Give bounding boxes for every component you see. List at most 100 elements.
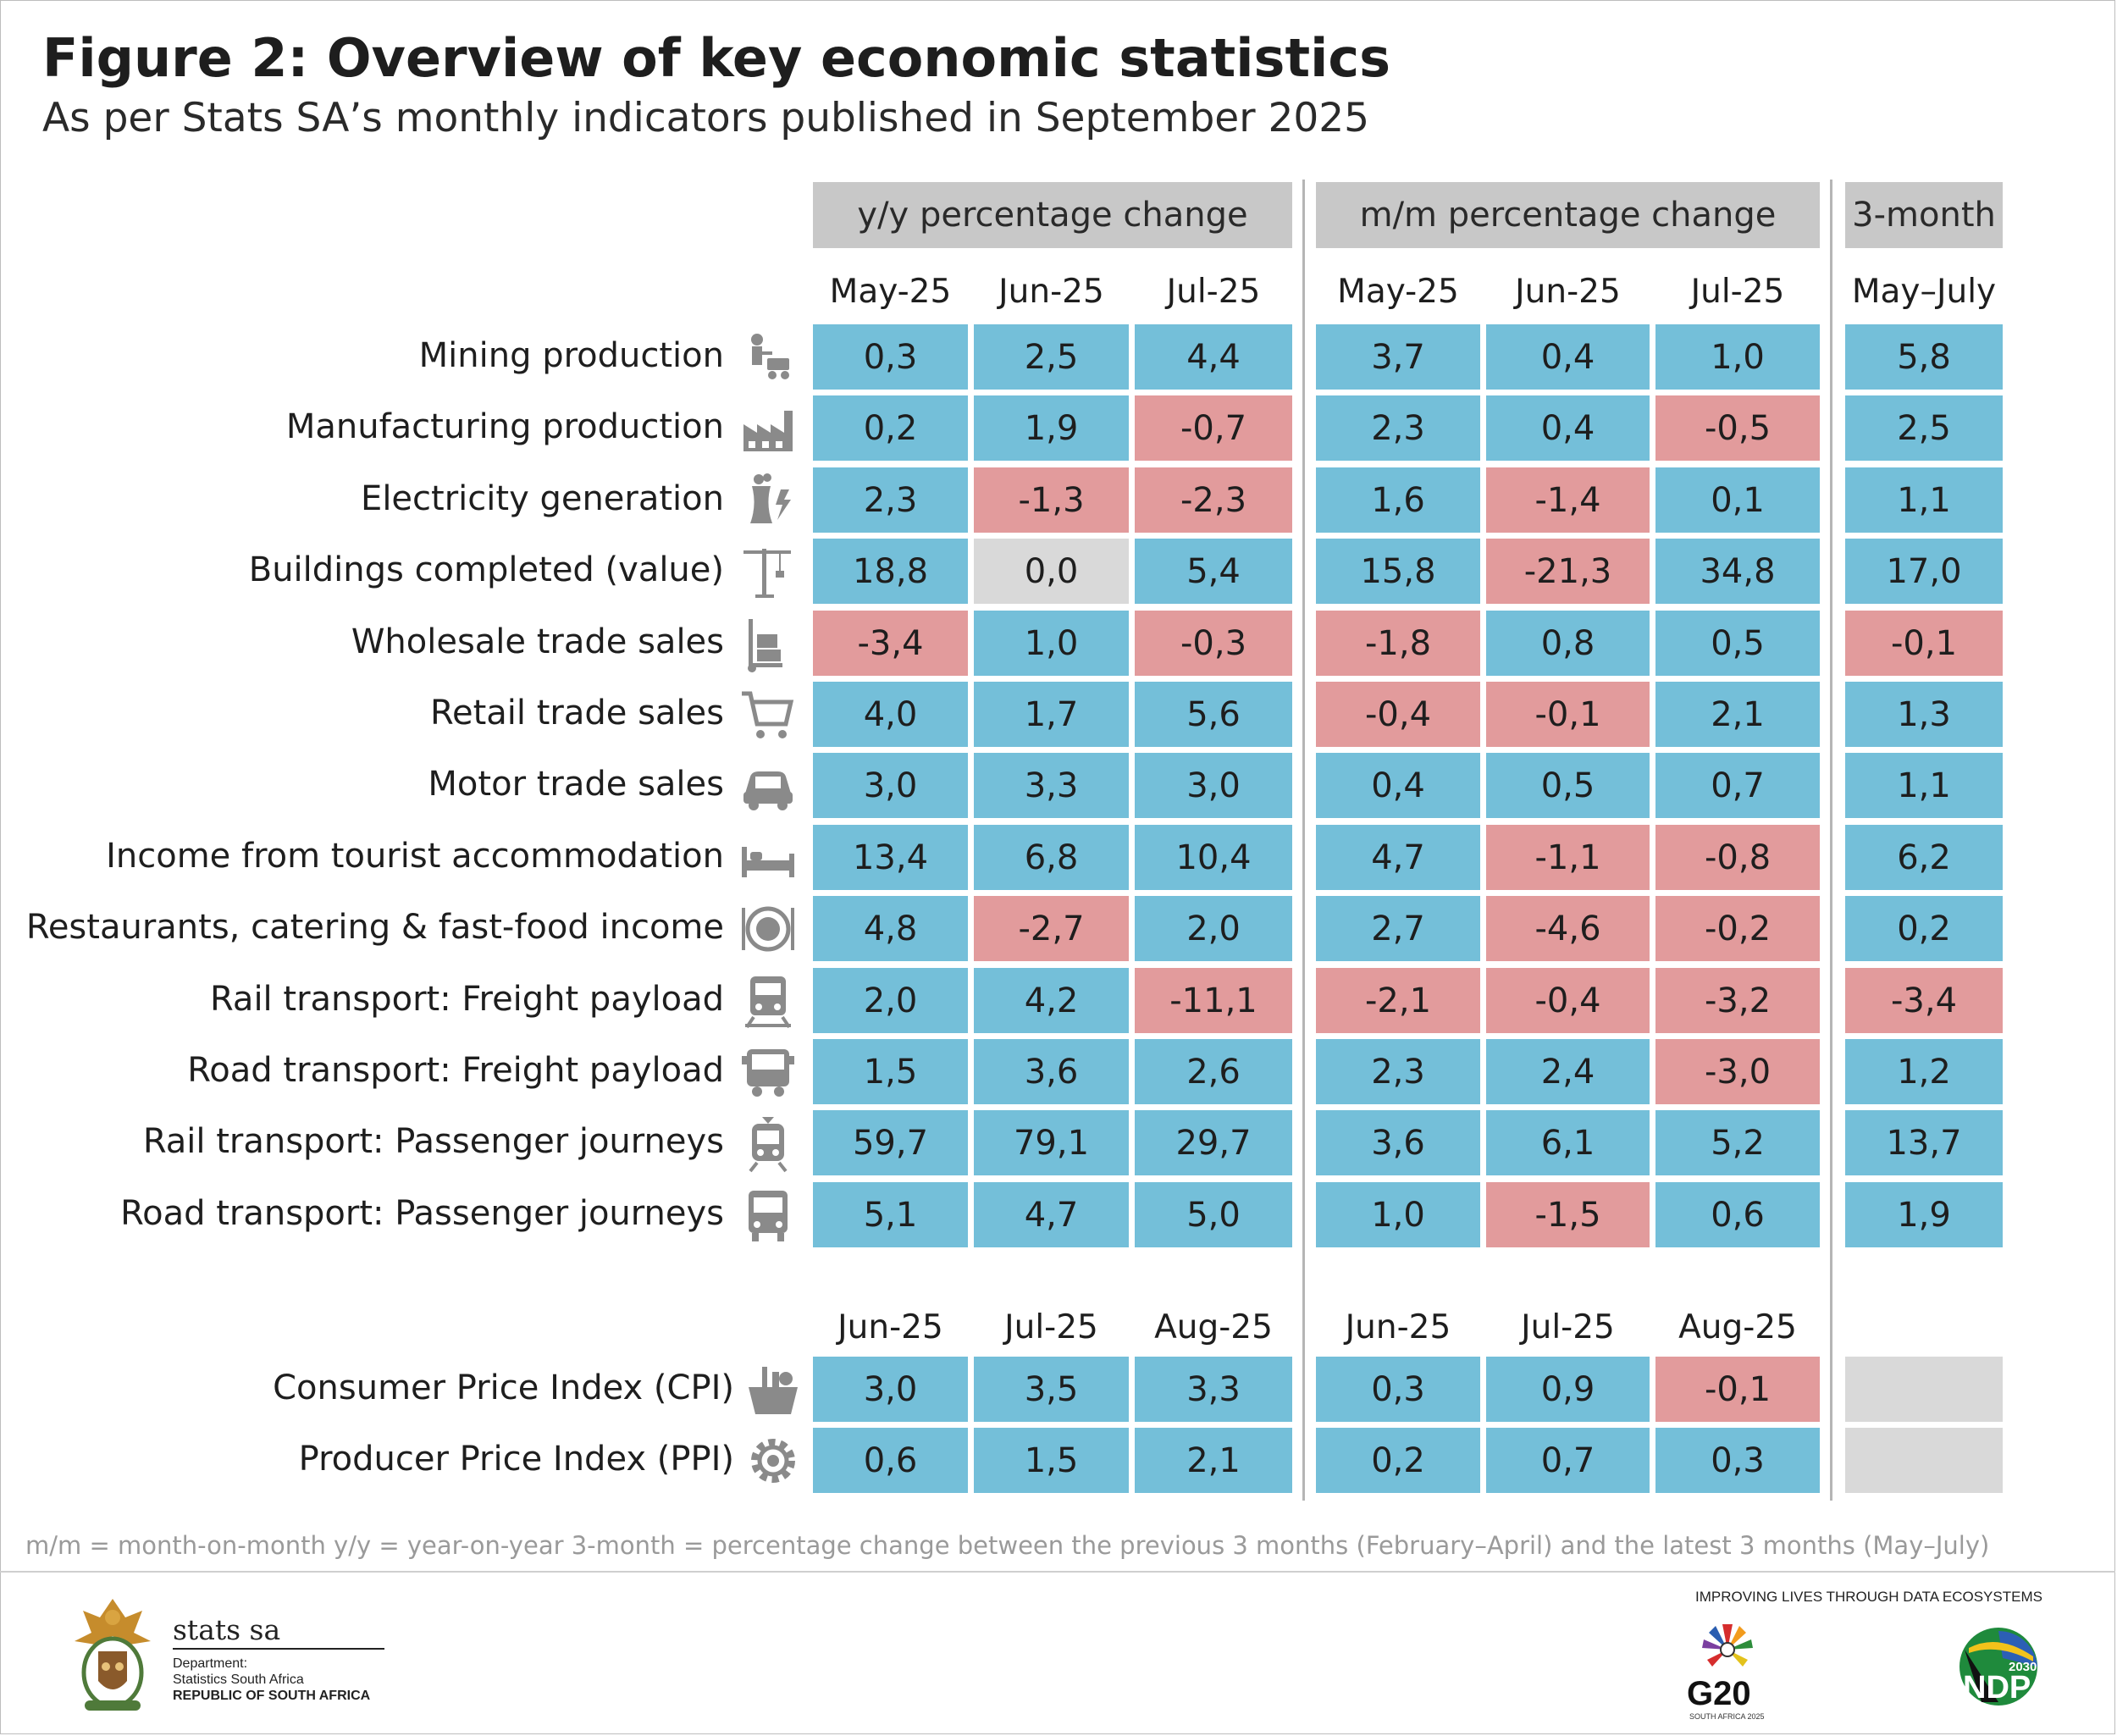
data-cell: -0,4 (1486, 968, 1650, 1033)
data-cell: -1,1 (1486, 825, 1650, 890)
data-cell: 6,2 (1845, 825, 2003, 890)
data-cell: -2,1 (1316, 968, 1480, 1033)
data-cell: 6,8 (974, 825, 1129, 890)
ndp-2030-logo (1959, 1628, 2037, 1706)
row-label: Rail transport: Passenger journeys (142, 1122, 724, 1161)
department-line-2: Statistics South Africa (173, 1672, 304, 1687)
stats-logo-underline (173, 1648, 384, 1650)
data-cell: -1,4 (1486, 467, 1650, 533)
data-cell: 5,4 (1135, 539, 1292, 604)
data-cell: 0,2 (1316, 1428, 1480, 1493)
data-cell: -11,1 (1135, 968, 1292, 1033)
column-label-top-6: May–July (1851, 273, 1997, 311)
row-label: Wholesale trade sales (351, 622, 724, 661)
hand-truck-icon (738, 614, 798, 673)
g20-logo (1702, 1624, 1753, 1667)
data-cell: -0,1 (1486, 682, 1650, 747)
data-cell: 34,8 (1655, 539, 1820, 604)
g20-subtext: SOUTH AFRICA 2025 (1689, 1712, 1765, 1721)
shopping-cart-icon (738, 685, 798, 744)
data-cell: 0,6 (1655, 1182, 1820, 1247)
group-header-3month: 3-month (1845, 182, 2003, 248)
power-station-icon (738, 471, 798, 530)
data-cell: 0,6 (813, 1428, 968, 1493)
separator-yy-mm (1302, 180, 1305, 1501)
data-cell: -0,7 (1135, 395, 1292, 461)
data-cell: 0,2 (813, 395, 968, 461)
data-cell: 1,3 (1845, 682, 2003, 747)
column-label-top-3: May-25 (1337, 273, 1459, 311)
data-cell: 2,3 (813, 467, 968, 533)
data-cell: -21,3 (1486, 539, 1650, 604)
data-cell: -0,5 (1655, 395, 1820, 461)
column-label-bottom-2: Aug-25 (1154, 1308, 1273, 1346)
data-cell: 1,7 (974, 682, 1129, 747)
column-label-top-0: May-25 (829, 273, 952, 311)
data-cell: -2,7 (974, 896, 1129, 961)
data-cell: 0,8 (1486, 611, 1650, 676)
data-cell: 3,0 (813, 753, 968, 818)
bed-icon (738, 828, 798, 887)
data-cell: 6,1 (1486, 1110, 1650, 1175)
data-cell: 5,8 (1845, 324, 2003, 390)
group-header-yy: y/y percentage change (813, 182, 1292, 248)
passenger-train-icon (738, 1114, 798, 1173)
data-cell: 0,4 (1486, 395, 1650, 461)
data-cell: 0,5 (1486, 753, 1650, 818)
data-cell: 4,0 (813, 682, 968, 747)
row-label: Road transport: Freight payload (187, 1051, 724, 1090)
data-cell: 29,7 (1135, 1110, 1292, 1175)
data-cell: -2,3 (1135, 467, 1292, 533)
data-cell: 2,0 (813, 968, 968, 1033)
row-label: Restaurants, catering & fast-food income (25, 908, 724, 947)
data-cell: 0,3 (1316, 1357, 1480, 1422)
data-cell: 59,7 (813, 1110, 968, 1175)
data-cell: 4,7 (974, 1182, 1129, 1247)
data-cell: 3,6 (1316, 1110, 1480, 1175)
data-cell: 1,5 (974, 1428, 1129, 1493)
row-label: Producer Price Index (PPI) (298, 1440, 734, 1479)
freight-train-icon (738, 971, 798, 1031)
data-cell: 1,1 (1845, 467, 2003, 533)
data-cell: 1,9 (1845, 1182, 2003, 1247)
data-cell: 1,1 (1845, 753, 2003, 818)
row-label: Retail trade sales (429, 694, 724, 733)
data-cell: 1,0 (974, 611, 1129, 676)
data-cell: 2,0 (1135, 896, 1292, 961)
data-cell: -3,2 (1655, 968, 1820, 1033)
data-cell: 2,7 (1316, 896, 1480, 961)
separator-mm-3month (1830, 180, 1832, 1501)
data-cell: 4,7 (1316, 825, 1480, 890)
data-cell: 4,2 (974, 968, 1129, 1033)
data-cell: 3,3 (1135, 1357, 1292, 1422)
data-cell: 3,5 (974, 1357, 1129, 1422)
data-cell: 15,8 (1316, 539, 1480, 604)
data-cell: -3,4 (1845, 968, 2003, 1033)
plate-icon (738, 899, 798, 959)
footer-tagline: IMPROVING LIVES THROUGH DATA ECOSYSTEMS (1695, 1589, 2042, 1605)
crane-icon (738, 542, 798, 601)
footer-divider (0, 1571, 2115, 1573)
data-cell: 13,4 (813, 825, 968, 890)
data-cell: 2,5 (1845, 395, 2003, 461)
data-cell: 0,2 (1845, 896, 2003, 961)
data-cell: 13,7 (1845, 1110, 2003, 1175)
data-cell: 0,1 (1655, 467, 1820, 533)
data-cell: 3,7 (1316, 324, 1480, 390)
department-line-1: Department: (173, 1656, 248, 1671)
data-cell: -0,1 (1655, 1357, 1820, 1422)
gear-icon (743, 1431, 803, 1490)
row-label: Income from tourist accommodation (106, 837, 724, 876)
data-cell: 79,1 (974, 1110, 1129, 1175)
row-label: Buildings completed (value) (248, 550, 724, 589)
g20-text: G20 (1687, 1675, 1751, 1712)
data-cell: 1,2 (1845, 1039, 2003, 1104)
data-cell: 10,4 (1135, 825, 1292, 890)
data-cell: 2,3 (1316, 395, 1480, 461)
data-cell: 18,8 (813, 539, 968, 604)
empty-3month-cell (1845, 1428, 2003, 1493)
factory-icon (738, 399, 798, 458)
data-cell: 2,6 (1135, 1039, 1292, 1104)
column-label-bottom-5: Aug-25 (1678, 1308, 1797, 1346)
data-cell: 3,0 (813, 1357, 968, 1422)
